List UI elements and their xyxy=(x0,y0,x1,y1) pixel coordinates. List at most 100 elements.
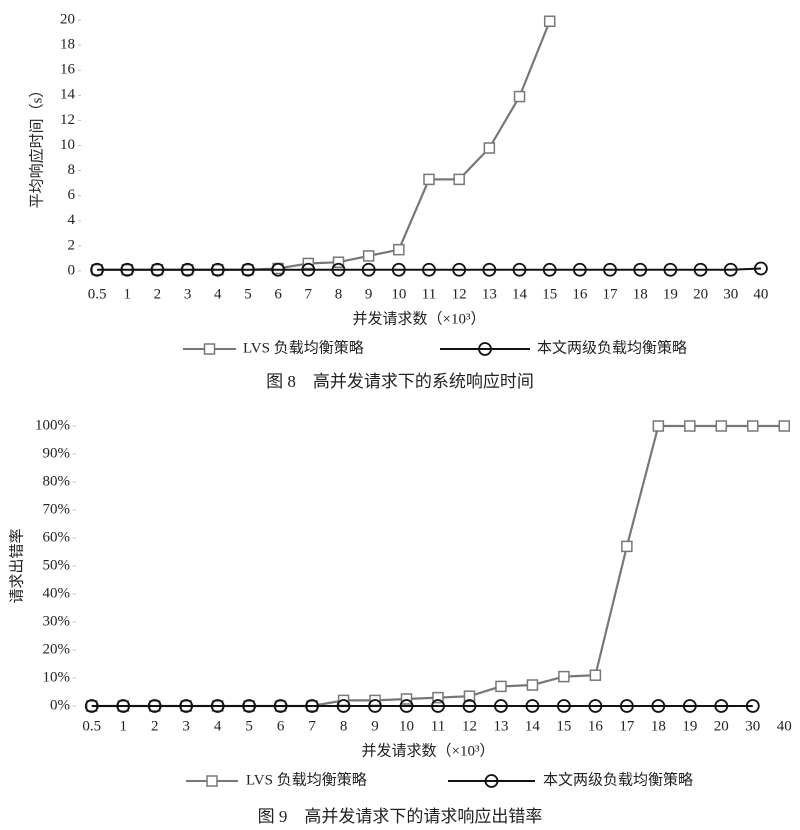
data-point xyxy=(301,262,316,277)
y-axis-label: 请求出错率 xyxy=(8,528,25,603)
data-point xyxy=(557,699,571,713)
y-tick-label: 6 xyxy=(68,187,76,203)
data-point xyxy=(210,262,225,277)
series-line xyxy=(97,267,761,271)
series-line xyxy=(91,424,785,708)
data-point xyxy=(525,699,540,713)
y-tick-label: 10% xyxy=(43,669,71,685)
y-tick-label: 30% xyxy=(43,613,71,629)
x-tick-label: 12 xyxy=(452,286,467,302)
data-point xyxy=(633,262,648,277)
x-tick-label: 10 xyxy=(391,286,406,302)
chart-title: 图 8 高并发请求下的系统响应时间 xyxy=(266,372,534,391)
data-point xyxy=(331,262,346,277)
data-point xyxy=(463,690,476,702)
x-tick-label: 40 xyxy=(777,718,792,734)
legend-label: 本文两级负载均衡策略 xyxy=(543,771,693,788)
x-axis-label: 并发请求数（×10³） xyxy=(362,742,495,759)
x-tick-label: 0.5 xyxy=(82,718,101,734)
y-tick-label: 8 xyxy=(68,162,76,178)
y-tick-label: 16 xyxy=(60,62,76,78)
x-tick-label: 14 xyxy=(525,718,541,734)
x-tick-label: 1 xyxy=(124,286,132,302)
data-point xyxy=(179,699,194,713)
data-point xyxy=(482,262,497,277)
data-point xyxy=(663,262,678,277)
data-point xyxy=(150,262,165,277)
x-tick-label: 19 xyxy=(663,286,678,302)
data-point xyxy=(361,262,376,277)
data-point xyxy=(745,699,760,713)
data-point xyxy=(589,669,602,681)
y-tick-label: 100% xyxy=(35,417,70,433)
data-point xyxy=(588,699,603,713)
data-point xyxy=(452,262,467,277)
y-tick-label: 90% xyxy=(43,445,71,461)
y-tick-label: 14 xyxy=(60,87,76,103)
data-point xyxy=(305,699,319,713)
x-tick-label: 12 xyxy=(462,718,477,734)
data-point xyxy=(572,262,587,277)
data-point xyxy=(273,699,288,713)
y-tick-label: 0 xyxy=(68,262,76,278)
data-point xyxy=(714,699,729,713)
y-tick-label: 2 xyxy=(68,237,76,253)
legend-label: LVS 负载均衡策略 xyxy=(243,339,364,356)
x-tick-label: 1 xyxy=(119,718,127,734)
x-tick-label: 14 xyxy=(512,286,528,302)
data-point xyxy=(462,699,477,713)
data-point xyxy=(393,243,405,256)
x-tick-label: 20 xyxy=(714,718,729,734)
data-point xyxy=(422,262,436,277)
data-point xyxy=(336,699,351,713)
data-point xyxy=(778,420,791,432)
data-point xyxy=(147,699,162,713)
data-point xyxy=(120,262,135,277)
x-tick-label: 7 xyxy=(308,718,316,734)
x-tick-label: 3 xyxy=(184,286,192,302)
x-tick-label: 6 xyxy=(274,286,282,302)
legend-marker xyxy=(203,343,216,355)
data-point xyxy=(715,420,728,432)
x-tick-label: 11 xyxy=(422,286,436,302)
legend-marker xyxy=(478,342,492,356)
data-point xyxy=(651,699,666,713)
data-point xyxy=(494,699,508,713)
data-point xyxy=(495,680,507,693)
data-point xyxy=(391,262,406,277)
legend-marker xyxy=(206,775,218,787)
x-tick-label: 5 xyxy=(245,718,253,734)
x-tick-label: 30 xyxy=(745,718,760,734)
y-tick-label: 80% xyxy=(43,473,71,489)
data-point xyxy=(526,679,539,691)
data-point xyxy=(241,262,255,277)
y-tick-label: 20 xyxy=(60,11,75,27)
x-axis-label: 并发请求数（×10³） xyxy=(353,310,486,327)
y-tick-label: 40% xyxy=(43,585,71,601)
x-tick-label: 19 xyxy=(682,718,697,734)
y-tick-label: 12 xyxy=(60,112,75,128)
data-point xyxy=(512,262,527,277)
data-point xyxy=(682,699,697,713)
x-tick-label: 0.5 xyxy=(88,286,107,302)
x-tick-label: 15 xyxy=(542,286,557,302)
data-point xyxy=(431,699,445,713)
x-tick-label: 11 xyxy=(431,718,445,734)
data-point xyxy=(400,693,413,705)
x-tick-label: 10 xyxy=(399,718,414,734)
y-axis-label: 平均响应时间（s） xyxy=(27,83,45,209)
x-tick-label: 8 xyxy=(340,718,348,734)
data-point xyxy=(754,261,768,276)
y-tick-label: 60% xyxy=(43,529,71,545)
data-point xyxy=(483,142,496,154)
legend-label: LVS 负载均衡策略 xyxy=(246,771,367,788)
x-tick-label: 9 xyxy=(371,718,379,734)
data-point xyxy=(619,699,634,713)
x-tick-label: 18 xyxy=(651,718,666,734)
y-tick-label: 0% xyxy=(50,697,70,713)
x-tick-label: 40 xyxy=(753,286,768,302)
legend-marker xyxy=(484,774,499,788)
data-point xyxy=(621,540,633,553)
x-tick-label: 4 xyxy=(214,718,222,734)
data-point xyxy=(423,173,435,186)
